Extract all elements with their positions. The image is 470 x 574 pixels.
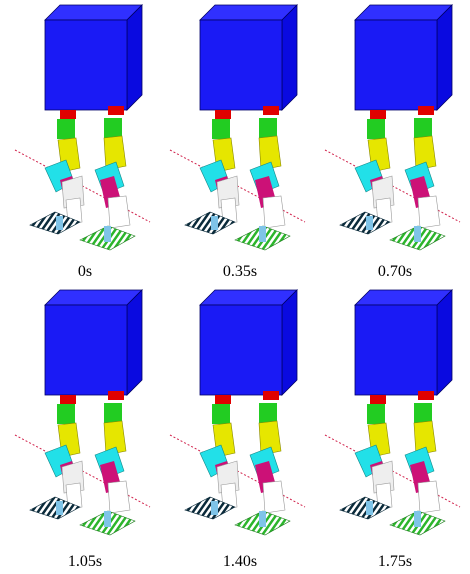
caption: 0.70s [378,263,412,280]
caption: 0s [78,263,92,280]
caption: 0.35s [223,263,257,280]
caption: 1.05s [68,553,102,570]
caption: 1.40s [223,553,257,570]
caption: 1.75s [378,553,412,570]
